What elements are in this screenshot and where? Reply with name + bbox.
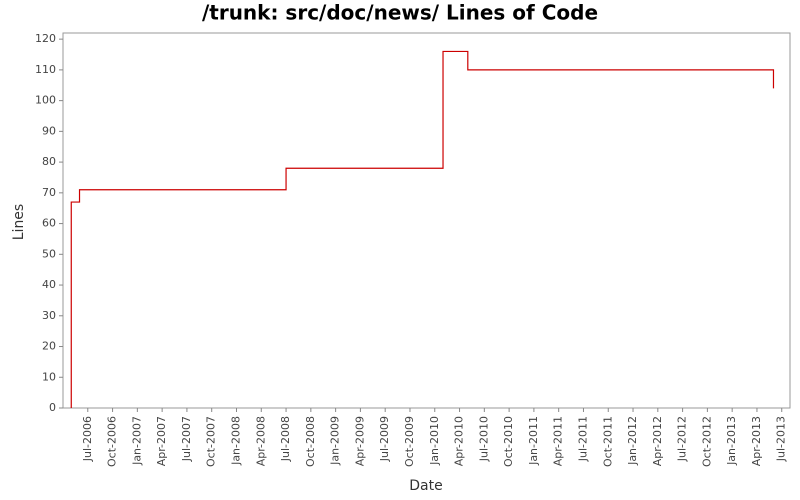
x-tick-label: Jan-2007 (130, 416, 143, 466)
x-tick-label: Jan-2009 (329, 416, 342, 466)
x-axis-label: Date (409, 478, 442, 494)
x-tick-label: Oct-2008 (304, 416, 317, 467)
x-tick-label: Jul-2007 (180, 416, 193, 462)
y-tick-label: 0 (49, 401, 56, 414)
y-tick-label: 120 (35, 32, 56, 45)
x-tick-label: Apr-2008 (254, 416, 267, 466)
x-tick-label: Oct-2010 (502, 416, 515, 467)
plot-border (62, 32, 791, 409)
y-tick-label: 80 (42, 155, 56, 168)
y-tick-label: 50 (42, 247, 56, 260)
x-tick-label: Oct-2006 (106, 416, 119, 467)
x-tick-label: Apr-2009 (353, 416, 366, 466)
y-tick-label: 110 (35, 63, 56, 76)
x-tick-label: Oct-2007 (205, 416, 218, 467)
x-tick-label: Jul-2006 (81, 416, 94, 462)
x-tick-label: Jul-2011 (576, 416, 589, 462)
x-tick-label: Apr-2013 (750, 416, 763, 466)
x-tick-label: Apr-2011 (552, 416, 565, 466)
x-tick-label: Oct-2012 (700, 416, 713, 467)
x-tick-label: Jul-2012 (676, 416, 689, 462)
x-tick-label: Oct-2009 (403, 416, 416, 467)
x-tick-label: Oct-2011 (601, 416, 614, 467)
x-tick-label: Jul-2013 (775, 416, 788, 462)
y-tick-label: 60 (42, 217, 56, 230)
y-axis-label: Lines (11, 204, 27, 240)
x-tick-label: Jan-2010 (428, 416, 441, 466)
x-tick-label: Apr-2012 (651, 416, 664, 466)
y-tick-label: 100 (35, 94, 56, 107)
x-tick-label: Apr-2010 (453, 416, 466, 466)
y-tick-label: 70 (42, 186, 56, 199)
x-tick-label: Jan-2008 (229, 416, 242, 466)
x-tick-label: Jan-2013 (725, 416, 738, 466)
x-tick-label: Apr-2007 (155, 416, 168, 466)
y-tick-label: 10 (42, 370, 56, 383)
x-tick-label: Jul-2009 (378, 416, 391, 462)
y-tick-label: 30 (42, 309, 56, 322)
y-tick-label: 20 (42, 340, 56, 353)
y-tick-label: 40 (42, 278, 56, 291)
y-tick-label: 90 (42, 124, 56, 137)
x-tick-label: Jan-2012 (626, 416, 639, 466)
x-tick-label: Jan-2011 (527, 416, 540, 466)
chart-title: /trunk: src/doc/news/ Lines of Code (202, 1, 598, 25)
series-line (70, 50, 775, 408)
x-tick-label: Jul-2010 (477, 416, 490, 462)
x-tick-label: Jul-2008 (279, 416, 292, 462)
